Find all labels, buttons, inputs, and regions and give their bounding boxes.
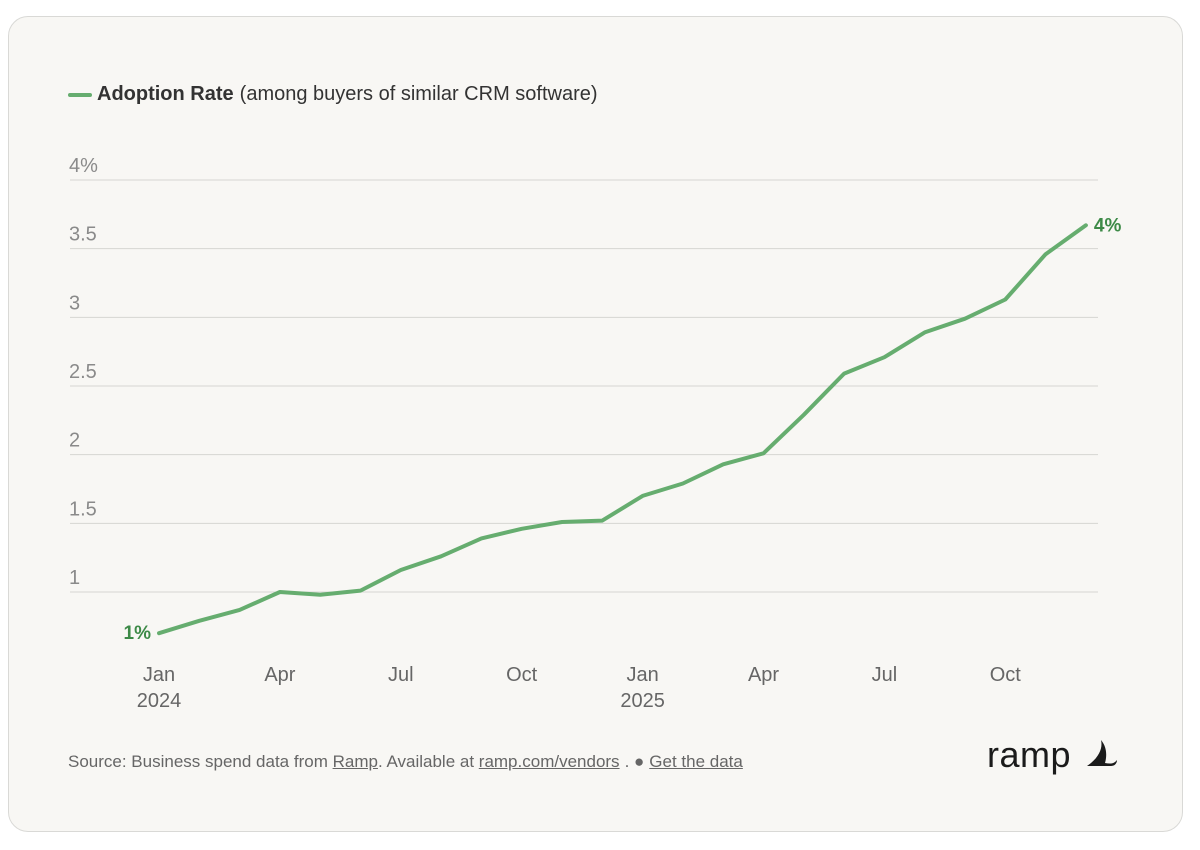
x-tick-label: 2024 xyxy=(137,690,182,712)
source-note: Source: Business spend data from Ramp. A… xyxy=(68,752,743,772)
separator-dot: . ● xyxy=(624,752,645,771)
source-prefix: Source: Business spend data from xyxy=(68,752,333,771)
start-value-label: 1% xyxy=(124,623,152,644)
x-tick-label: Jul xyxy=(388,664,414,686)
x-tick-label: Oct xyxy=(506,664,538,686)
y-tick-label: 3 xyxy=(69,292,80,314)
vendors-link[interactable]: ramp.com/vendors xyxy=(478,752,620,771)
end-value-label: 4% xyxy=(1094,215,1122,236)
y-tick-label: 1 xyxy=(69,567,80,589)
y-tick-label: 4% xyxy=(69,155,98,177)
chart-card xyxy=(8,16,1183,832)
y-tick-label: 2 xyxy=(69,430,80,452)
ramp-logo-icon xyxy=(1087,740,1118,766)
ramp-logo: ramp xyxy=(987,734,1119,776)
x-tick-label: Jul xyxy=(872,664,898,686)
series-line xyxy=(157,223,1088,636)
logo-wordmark: ramp xyxy=(987,734,1072,775)
x-tick-label: 2025 xyxy=(620,690,665,712)
x-tick-label: Apr xyxy=(264,664,295,686)
source-mid: . Available at xyxy=(377,752,479,771)
x-tick-label: Oct xyxy=(990,664,1022,686)
ramp-link[interactable]: Ramp xyxy=(332,752,378,771)
x-tick-label: Jan xyxy=(626,664,658,686)
x-tick-label: Apr xyxy=(748,664,779,686)
y-tick-label: 3.5 xyxy=(69,224,97,246)
legend-swatch xyxy=(68,92,92,97)
y-tick-label: 1.5 xyxy=(69,498,97,520)
legend: Adoption Rate (among buyers of similar C… xyxy=(68,83,598,106)
legend-description: (among buyers of similar CRM software) xyxy=(239,83,598,105)
get-data-link[interactable]: Get the data xyxy=(649,752,743,771)
legend-series-name: Adoption Rate xyxy=(97,83,234,105)
x-tick-label: Jan xyxy=(143,664,175,686)
y-tick-label: 2.5 xyxy=(69,361,97,383)
